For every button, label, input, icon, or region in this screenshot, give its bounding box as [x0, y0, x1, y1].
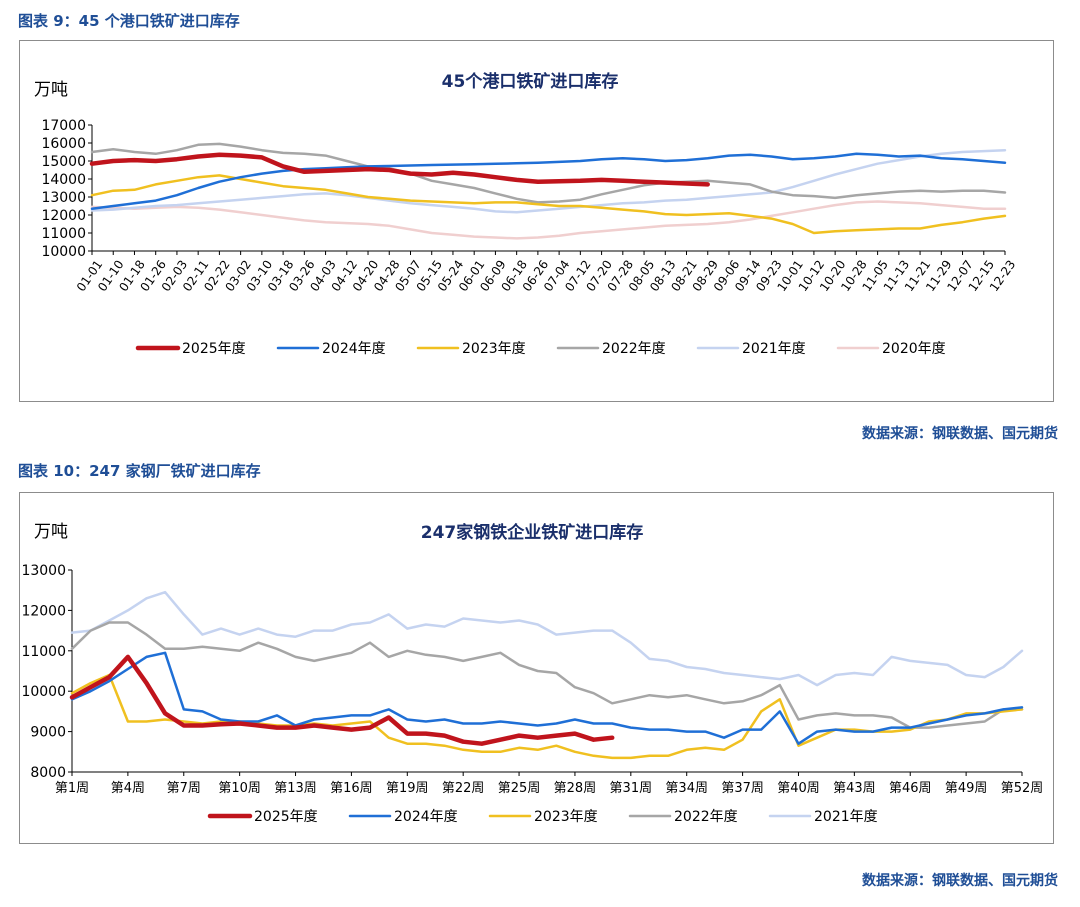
x-tick-label: 第4周 [111, 781, 145, 796]
x-tick-label: 第10周 [218, 781, 261, 796]
series-line-2022年度 [70, 621, 1024, 729]
series-line-2022年度 [90, 142, 1007, 204]
legend-label: 2023年度 [462, 341, 526, 357]
x-tick-label: 第31周 [610, 781, 653, 796]
series-line-2025年度 [89, 152, 710, 187]
x-tick-label: 第43周 [833, 781, 876, 796]
x-tick-label: 第25周 [498, 781, 541, 796]
series-line-2023年度 [90, 174, 1007, 235]
x-tick-label: 第7周 [167, 781, 201, 796]
chart-247-mills-iron-ore-inventory: 247家钢铁企业铁矿进口库存 万吨 8000 9000 10000 11000 12000 1… [21, 522, 1044, 825]
y-tick-label: 10000 [41, 244, 86, 260]
legend-label: 2020年度 [882, 341, 946, 357]
series-line-2021年度 [90, 148, 1007, 214]
x-tick-label: 第49周 [945, 781, 988, 796]
figure-9-source: 数据来源：钢联数据、国元期货 [862, 426, 1058, 442]
x-tick-label: 第22周 [442, 781, 485, 796]
series-line-2024年度 [70, 651, 1024, 745]
y-axis-unit-label: 万吨 [34, 522, 68, 542]
y-tick-label: 13000 [21, 563, 66, 579]
y-tick-label: 15000 [41, 154, 86, 170]
x-tick-label: 第13周 [274, 781, 317, 796]
chart-title: 45个港口铁矿进口库存 [442, 71, 619, 92]
legend-label: 2022年度 [602, 341, 666, 357]
x-tick-label: 第46周 [889, 781, 932, 796]
chart-title: 247家钢铁企业铁矿进口库存 [421, 522, 644, 543]
chart-45-ports-iron-ore-inventory: 45个港口铁矿进口库存 万吨 10000 11000 12000 13000 14000 15… [34, 71, 1018, 357]
y-tick-label: 11000 [21, 644, 66, 660]
y-tick-label: 10000 [21, 684, 66, 700]
y-tick-label: 13000 [41, 190, 86, 206]
series-line-2025年度 [69, 654, 615, 746]
y-tick-label: 9000 [30, 725, 66, 741]
figure-10-source: 数据来源：钢联数据、国元期货 [862, 873, 1058, 889]
legend-label: 2024年度 [394, 809, 458, 825]
legend-label: 2025年度 [254, 809, 318, 825]
legend-label: 2025年度 [182, 341, 246, 357]
x-tick-label: 第1周 [55, 781, 89, 796]
y-tick-label: 16000 [41, 136, 86, 152]
legend-label: 2023年度 [534, 809, 598, 825]
legend-label: 2022年度 [674, 809, 738, 825]
series-line-2020年度 [90, 200, 1007, 240]
y-tick-label: 12000 [41, 208, 86, 224]
y-tick-label: 14000 [41, 172, 86, 188]
y-tick-label: 11000 [41, 226, 86, 242]
x-tick-label: 第28周 [554, 781, 597, 796]
figure-9-caption: 图表 9：45 个港口铁矿进口库存 [18, 12, 240, 30]
legend-label: 2024年度 [322, 341, 386, 357]
x-tick-label: 第37周 [721, 781, 764, 796]
x-tick-label: 第19周 [386, 781, 429, 796]
chart-panel-247-mills: 247家钢铁企业铁矿进口库存 万吨 8000 9000 10000 11000 12000 1… [19, 492, 1054, 844]
chart-panel-45-ports: 45个港口铁矿进口库存 万吨 10000 11000 12000 13000 14000 15… [19, 40, 1054, 402]
y-tick-label: 17000 [41, 118, 86, 134]
legend-label: 2021年度 [742, 341, 806, 357]
x-tick-label: 第34周 [665, 781, 708, 796]
x-tick-label: 第52周 [1001, 781, 1044, 796]
y-tick-label: 8000 [30, 765, 66, 781]
series-line-2021年度 [70, 590, 1024, 687]
series-line-2024年度 [90, 152, 1007, 210]
y-tick-label: 12000 [21, 603, 66, 619]
x-tick-label: 第40周 [777, 781, 820, 796]
figure-10-caption: 图表 10：247 家钢厂铁矿进口库存 [18, 462, 261, 480]
x-tick-label: 第16周 [330, 781, 373, 796]
y-axis-unit-label: 万吨 [34, 80, 68, 100]
legend-label: 2021年度 [814, 809, 878, 825]
